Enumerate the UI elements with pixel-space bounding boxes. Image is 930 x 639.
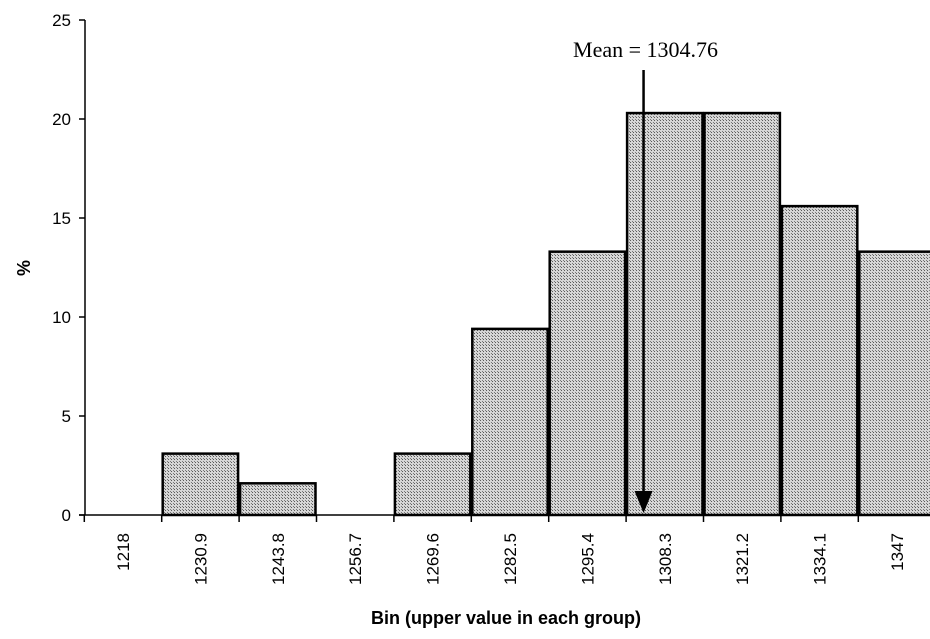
x-tick-label-1230.9: 1230.9 <box>191 533 210 585</box>
bar-1243.8 <box>238 482 317 517</box>
x-tick-label-1218: 1218 <box>114 533 133 571</box>
y-tick-label: 5 <box>62 407 71 426</box>
x-tick-label-1321.2: 1321.2 <box>733 533 752 585</box>
x-axis-title: Bin (upper value in each group) <box>371 608 641 628</box>
bar-1334.1 <box>780 204 859 517</box>
y-tick-label: 10 <box>52 308 71 327</box>
x-tick-label-1256.7: 1256.7 <box>346 533 365 585</box>
bar-1347 <box>858 250 930 517</box>
y-tick-label: 0 <box>62 506 71 525</box>
bars-layer <box>161 111 930 517</box>
bar-1295.4 <box>548 250 627 517</box>
x-tick-label-1334.1: 1334.1 <box>811 533 830 585</box>
x-tick-label-1347: 1347 <box>888 533 907 571</box>
x-tick-label-1295.4: 1295.4 <box>578 533 597 585</box>
mean-arrow-head <box>634 491 653 513</box>
bar-1308.3 <box>625 111 704 517</box>
bar-1269.6 <box>393 452 472 517</box>
x-tick-label-1243.8: 1243.8 <box>269 533 288 585</box>
bar-1321.2 <box>703 111 782 517</box>
x-tick-label-1269.6: 1269.6 <box>424 533 443 585</box>
y-tick-label: 25 <box>52 11 71 30</box>
y-axis-title: % <box>14 260 34 276</box>
bar-1282.5 <box>471 327 549 517</box>
x-tick-label-1282.5: 1282.5 <box>501 533 520 585</box>
x-tick-label-1308.3: 1308.3 <box>656 533 675 585</box>
y-tick-label: 20 <box>52 110 71 129</box>
annotation-layer: Mean = 1304.76 <box>573 37 718 513</box>
axes-layer: 0 5 10 15 20 25 1218 1230.9 1243.8 1256.7 1269.6 12… <box>52 11 930 585</box>
y-tick-label: 15 <box>52 209 71 228</box>
bar-1230.9 <box>161 452 240 517</box>
mean-annotation-label: Mean = 1304.76 <box>573 37 718 62</box>
